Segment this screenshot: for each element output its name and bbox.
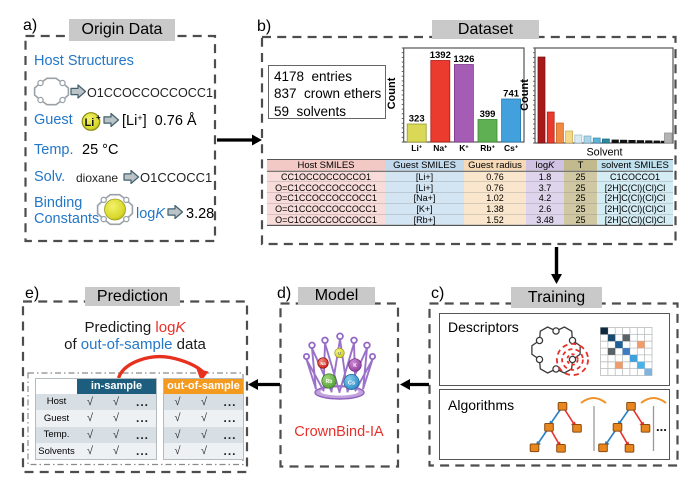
- svg-text:Na: Na: [320, 361, 326, 366]
- svg-text:1392: 1392: [430, 50, 451, 61]
- svg-text:Li+: Li+: [411, 143, 422, 153]
- svg-text:Li: Li: [338, 352, 341, 356]
- svg-text:Cs: Cs: [348, 380, 355, 386]
- svg-text:323: 323: [409, 114, 425, 125]
- svg-text:+: +: [96, 113, 101, 122]
- svg-text:K: K: [353, 363, 357, 369]
- svg-text:Li: Li: [85, 117, 95, 129]
- svg-text:741: 741: [503, 89, 520, 100]
- svg-text:Cs+: Cs+: [504, 143, 518, 153]
- svg-text:Na+: Na+: [433, 143, 447, 153]
- svg-text:...: ...: [656, 419, 667, 434]
- svg-text:1326: 1326: [453, 54, 474, 65]
- svg-text:Rb+: Rb+: [480, 143, 495, 153]
- svg-text:Count: Count: [519, 79, 531, 111]
- svg-text:399: 399: [480, 109, 496, 120]
- svg-text:K+: K+: [459, 143, 468, 153]
- svg-text:Count: Count: [386, 77, 398, 109]
- svg-text:Solvent: Solvent: [586, 147, 622, 159]
- svg-text:Rb: Rb: [326, 379, 333, 385]
